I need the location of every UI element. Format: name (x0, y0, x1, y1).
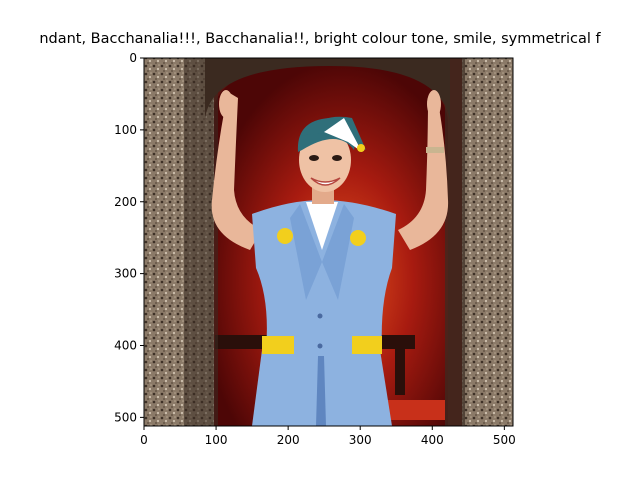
jacket-lapel-right (322, 204, 354, 300)
y-tick-label: 500 (114, 410, 137, 424)
right-hand (427, 90, 441, 118)
brooch-left (277, 228, 293, 244)
floor-glow (385, 400, 445, 420)
x-tick-label: 0 (140, 433, 148, 447)
axes-frame (143, 57, 514, 427)
y-tick-label: 400 (114, 339, 137, 353)
y-tick-label: 200 (114, 195, 137, 209)
right-eye (332, 155, 342, 161)
x-tick-label: 300 (349, 433, 372, 447)
right-stone-pillar (462, 58, 513, 426)
stone-arch (205, 58, 450, 120)
x-tick-label: 500 (493, 433, 516, 447)
left-pillar-inner (184, 58, 218, 426)
y-axis: 0 100 200 300 400 500 (114, 51, 144, 424)
y-tick-label: 100 (114, 123, 137, 137)
x-axis: 0 100 200 300 400 500 (140, 426, 516, 447)
cap-badge (324, 118, 362, 152)
right-pillar-inner (445, 58, 465, 426)
x-tick-label: 100 (205, 433, 228, 447)
belt-right (352, 336, 382, 354)
button (317, 313, 323, 319)
x-tick-label: 200 (277, 433, 300, 447)
bench-leg (395, 345, 405, 395)
jacket-lapel-left (290, 204, 322, 300)
cap-pin (357, 144, 365, 152)
chart-title: ndant, Bacchanalia!!!, Bacchanalia!!, br… (39, 31, 601, 47)
shirt-collar (306, 202, 338, 250)
left-eye (309, 155, 319, 161)
y-tick-label: 300 (114, 267, 137, 281)
right-arm (398, 92, 449, 250)
smile (310, 177, 341, 186)
belt-left (262, 336, 294, 354)
brooch-right (350, 230, 366, 246)
left-hand (219, 90, 233, 118)
bracelet (426, 147, 444, 153)
button (317, 343, 323, 349)
x-tick-label: 400 (421, 433, 444, 447)
y-tick-label: 0 (129, 51, 137, 65)
left-arm (211, 92, 262, 250)
skirt-shadow (316, 356, 326, 426)
photo (144, 58, 513, 426)
